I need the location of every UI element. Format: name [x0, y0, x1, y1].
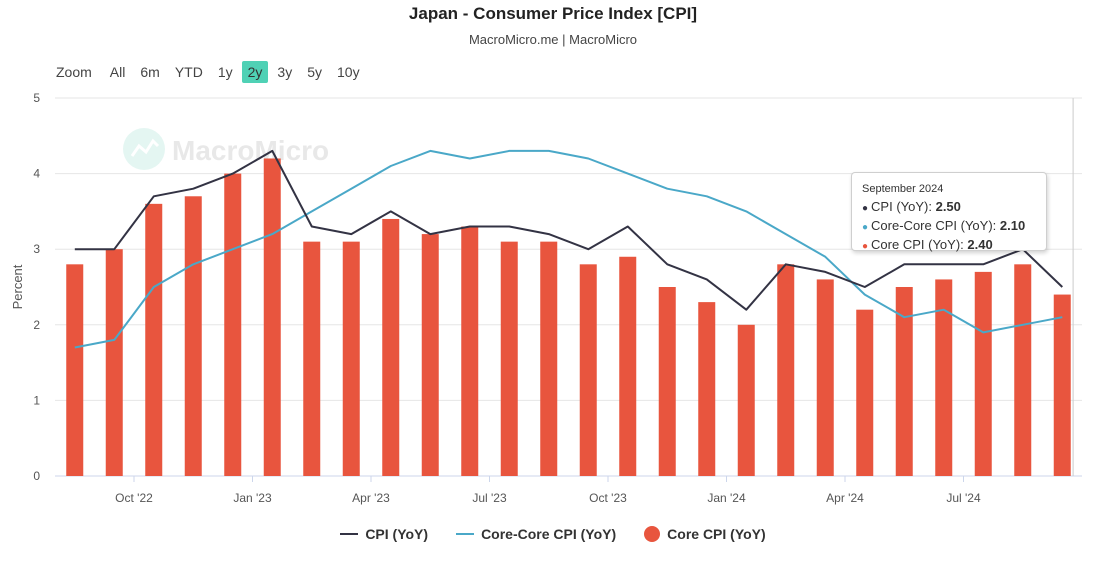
core-cpi-bar [935, 279, 953, 476]
core-cpi-bar [382, 218, 400, 476]
core-cpi-bar [619, 256, 637, 476]
watermark: MacroMicro [123, 128, 329, 170]
x-tick-label: Apr '23 [352, 491, 390, 505]
legend-line-icon [340, 533, 359, 535]
chart-title: Japan - Consumer Price Index [CPI] [408, 4, 698, 23]
legend-line-icon [456, 533, 475, 535]
core-cpi-bar [263, 158, 281, 477]
tooltip-row-core-core: ● Core-Core CPI (YoY): 2.10 [862, 218, 1026, 233]
zoom-button-10y[interactable]: 10y [337, 64, 360, 80]
chart-plot-area: MacroMicro 0 1 2 3 4 5 Oct '22 Jan '23 Apr '23 J… [10, 91, 1082, 505]
core-cpi-bar [66, 264, 84, 476]
zoom-label: Zoom [56, 64, 92, 80]
core-cpi-bar [974, 271, 992, 476]
cpi-line [74, 149, 1063, 311]
legend-item-cpi[interactable]: CPI (YoY) [340, 526, 428, 542]
y-tick-label: 3 [33, 242, 40, 256]
core-cpi-bar [224, 173, 242, 476]
core-cpi-bar [1053, 294, 1071, 476]
legend: CPI (YoY) Core-Core CPI (YoY) Core CPI (… [0, 526, 1106, 542]
watermark-text: MacroMicro [172, 135, 329, 166]
core-cpi-bar [579, 264, 597, 476]
core-cpi-bar [540, 241, 558, 476]
x-tick-label: Jul '23 [472, 491, 507, 505]
tooltip-date: September 2024 [862, 183, 944, 195]
core-cpi-bar [895, 287, 913, 476]
core-cpi-bar [145, 203, 163, 476]
x-tick-label: Jan '24 [707, 491, 746, 505]
y-tick-label: 5 [33, 91, 40, 105]
core-cpi-bar [777, 264, 795, 476]
zoom-button-all[interactable]: All [109, 64, 126, 80]
legend-dot-icon [644, 526, 661, 542]
zoom-button-1y[interactable]: 1y [217, 64, 233, 80]
watermark-logo-icon [123, 128, 165, 170]
tooltip-row-cpi: ● CPI (YoY): 2.50 [862, 199, 961, 214]
core-cpi-bar [184, 196, 202, 476]
core-core-cpi-line [74, 149, 1063, 349]
y-axis-title: Percent [10, 264, 25, 309]
y-tick-label: 1 [33, 393, 40, 407]
core-cpi-bar [342, 241, 360, 476]
x-tick-label: Oct '22 [115, 491, 153, 505]
y-tick-label: 2 [33, 318, 40, 332]
zoom-button-3y[interactable]: 3y [277, 64, 293, 80]
core-cpi-bar [303, 241, 321, 476]
x-tick-label: Jan '23 [233, 491, 272, 505]
core-cpi-bar [1014, 264, 1032, 476]
bullet-icon: ● [862, 241, 869, 252]
bullet-icon: ● [862, 222, 869, 233]
zoom-button-ytd[interactable]: YTD [174, 64, 203, 80]
zoom-button-6m[interactable]: 6m [140, 64, 160, 80]
chart-subtitle: MacroMicro.me | MacroMicro [468, 32, 638, 47]
core-cpi-bar [816, 279, 834, 476]
core-cpi-bar [658, 287, 676, 476]
core-cpi-bar [856, 309, 874, 476]
core-cpi-bar [698, 302, 716, 476]
legend-item-core[interactable]: Core CPI (YoY) [644, 526, 766, 542]
zoom-button-5y[interactable]: 5y [307, 64, 322, 80]
zoom-button-2y[interactable]: 2y [241, 61, 269, 83]
y-tick-label: 4 [33, 167, 40, 181]
core-cpi-bar [421, 234, 439, 476]
watermark-chart-icon [130, 138, 160, 157]
tooltip: September 2024 ● CPI (YoY): 2.50 ● Core-Co… [851, 172, 1047, 252]
bullet-icon: ● [862, 203, 869, 214]
legend-item-core-core[interactable]: Core-Core CPI (YoY) [456, 526, 616, 542]
tooltip-row-core: ● Core CPI (YoY): 2.40 [862, 237, 993, 252]
core-cpi-bar [737, 324, 755, 476]
core-cpi-bar [105, 249, 123, 476]
x-tick-label: Oct '23 [589, 491, 627, 505]
x-tick-label: Jul '24 [946, 491, 981, 505]
x-tick-label: Apr '24 [826, 491, 864, 505]
core-cpi-bar [500, 241, 518, 476]
core-cpi-bar [461, 226, 479, 476]
zoom-bar: Zoom All 6m YTD 1y 2y 3y 5y 10y [56, 60, 369, 84]
y-tick-label: 0 [33, 469, 40, 483]
